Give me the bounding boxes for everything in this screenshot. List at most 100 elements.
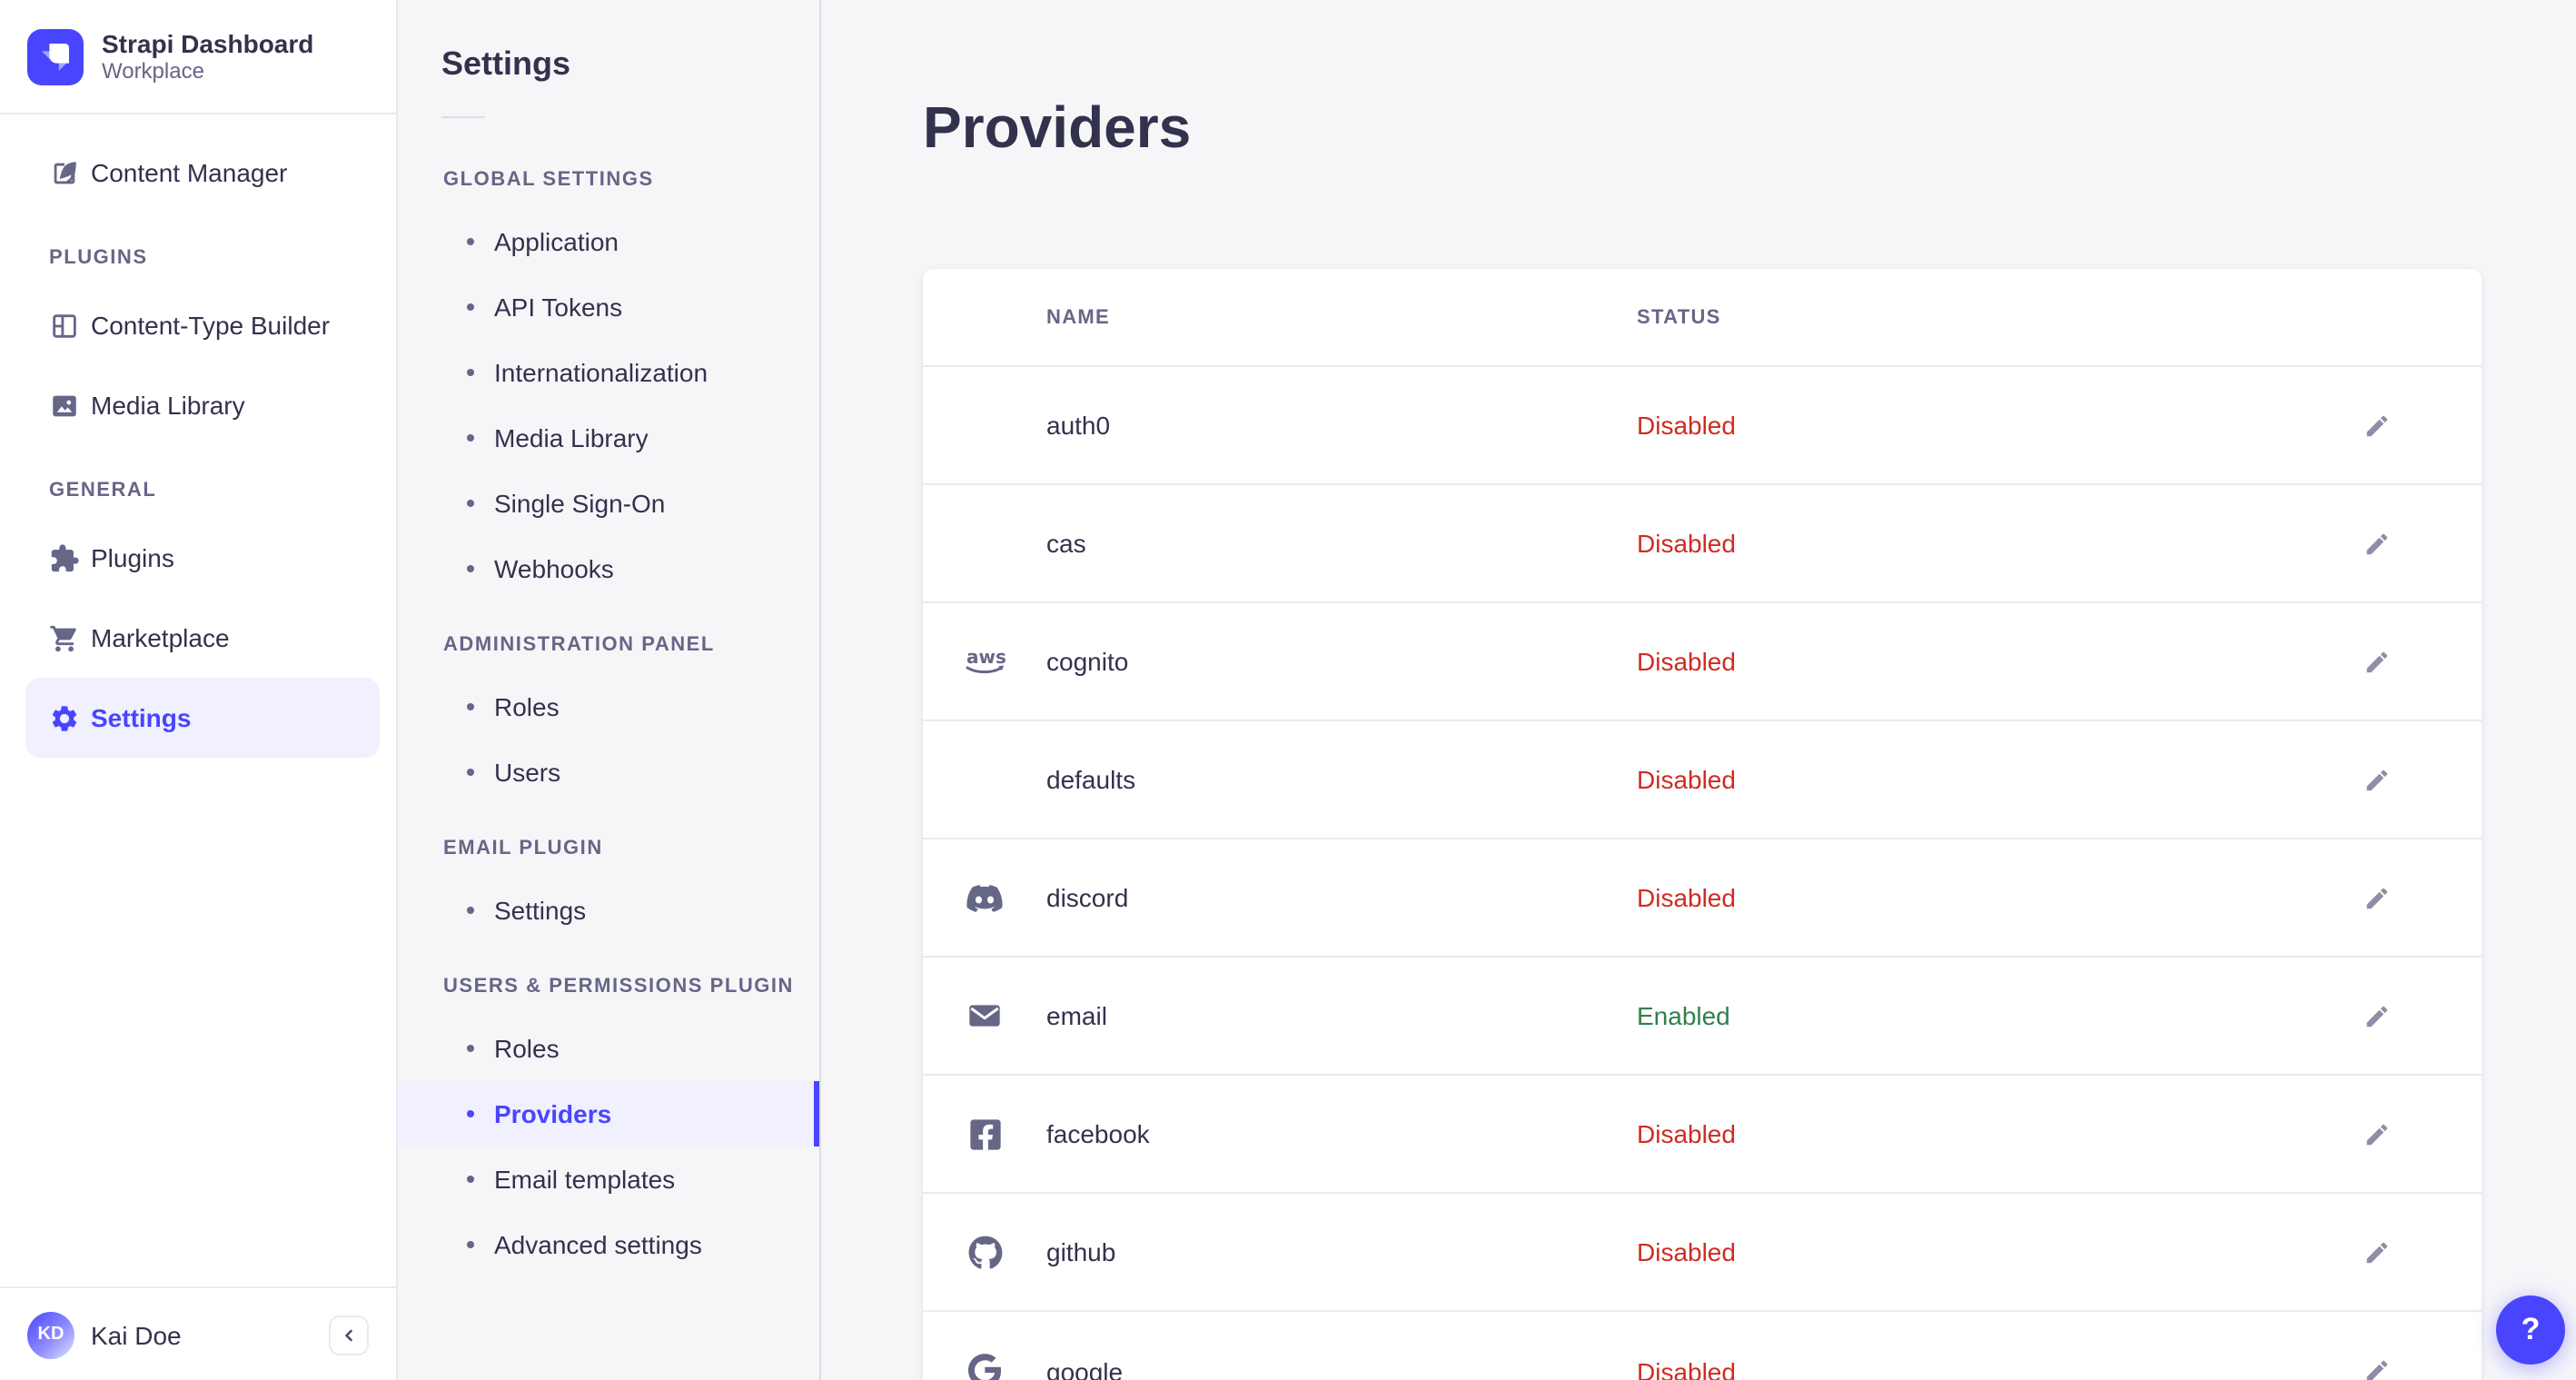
aws-icon: aws — [963, 648, 1006, 677]
bullet-icon — [467, 1110, 474, 1117]
pencil-icon — [2363, 885, 2390, 912]
subnav-item-label: Email templates — [494, 1165, 676, 1194]
bullet-icon — [467, 434, 474, 442]
workspace-name: Workplace — [102, 58, 204, 84]
pencil-icon — [2363, 412, 2390, 440]
sidebar-item-label: Plugins — [91, 543, 174, 572]
sidebar-item-content-manager[interactable]: Content Manager — [25, 133, 380, 213]
provider-row-cognito: aws cognito Disabled — [923, 604, 2482, 722]
pencil-icon — [2363, 1358, 2390, 1380]
puzzle-icon — [49, 542, 80, 573]
subnav-item-users[interactable]: Users — [398, 740, 819, 805]
edit-button[interactable] — [2347, 633, 2405, 691]
collapse-sidebar-button[interactable] — [329, 1315, 369, 1355]
edit-button[interactable] — [2347, 397, 2405, 455]
page-title: Providers — [923, 94, 1192, 161]
provider-name: google — [1046, 1356, 1124, 1380]
status-text: Disabled — [1637, 765, 1736, 795]
edit-button[interactable] — [2347, 1343, 2405, 1380]
edit-button[interactable] — [2347, 751, 2405, 809]
bullet-icon — [467, 1176, 474, 1183]
subnav-item-media-library[interactable]: Media Library — [398, 405, 819, 471]
bullet-icon — [467, 1045, 474, 1052]
bullet-icon — [467, 703, 474, 710]
table-header: NAME STATUS — [923, 270, 2482, 368]
edit-button[interactable] — [2347, 869, 2405, 928]
provider-row-defaults: defaults Disabled — [923, 722, 2482, 840]
status-text: Disabled — [1637, 1237, 1736, 1267]
provider-row-discord: discord Disabled — [923, 840, 2482, 958]
table-body: auth0 Disabled cas Disabled aws cognito Disabl… — [923, 368, 2482, 1380]
status-text: Disabled — [1637, 1356, 1736, 1380]
status-text: Disabled — [1637, 883, 1736, 913]
sidebar-item-settings[interactable]: Settings — [25, 678, 380, 758]
pencil-icon — [2363, 649, 2390, 676]
app-title: Strapi Dashboard — [102, 29, 314, 58]
status-text: Disabled — [1637, 411, 1736, 441]
subnav-item-label: Internationalization — [494, 358, 708, 387]
provider-name: email — [1046, 1001, 1107, 1031]
status-text: Disabled — [1637, 647, 1736, 677]
sidebar-item-plugins[interactable]: Plugins — [25, 518, 380, 598]
edit-button[interactable] — [2347, 1224, 2405, 1282]
subnav-item-advanced-settings[interactable]: Advanced settings — [398, 1212, 819, 1277]
edit-button[interactable] — [2347, 1106, 2405, 1164]
bullet-icon — [467, 1241, 474, 1248]
edit-button[interactable] — [2347, 988, 2405, 1046]
providers-table: NAME STATUS auth0 Disabled cas Disabled aws c… — [923, 269, 2482, 1380]
chevron-left-icon — [340, 1325, 358, 1344]
sidebar-item-label: Content-Type Builder — [91, 311, 331, 340]
subnav-item-application[interactable]: Application — [398, 209, 819, 274]
provider-row-cas: cas Disabled — [923, 486, 2482, 604]
provider-name: facebook — [1046, 1119, 1150, 1149]
subnav-item-label: Users — [494, 758, 561, 787]
sidebar-footer: KD Kai Doe — [0, 1286, 396, 1380]
main-sidebar: Strapi Dashboard Workplace Content Manag… — [0, 0, 398, 1380]
gear-icon — [49, 702, 80, 733]
status-text: Disabled — [1637, 529, 1736, 559]
provider-row-email: email Enabled — [923, 958, 2482, 1077]
pencil-icon — [2363, 1239, 2390, 1266]
content-type-builder-icon — [49, 310, 80, 341]
sidebar-section-label: GENERAL — [49, 480, 157, 501]
subnav-item-webhooks[interactable]: Webhooks — [398, 536, 819, 601]
provider-name: cognito — [1046, 647, 1129, 677]
github-icon — [967, 1236, 1002, 1270]
avatar[interactable]: KD — [27, 1311, 74, 1358]
provider-icon-cell — [966, 998, 1003, 1035]
email-icon — [966, 998, 1003, 1035]
subnav-item-providers[interactable]: Providers — [398, 1081, 819, 1147]
discord-icon — [965, 883, 1005, 914]
subnav-item-roles[interactable]: Roles — [398, 1016, 819, 1081]
subnav-divider — [441, 116, 485, 118]
subnav-item-label: Roles — [494, 692, 560, 721]
provider-row-auth0: auth0 Disabled — [923, 368, 2482, 486]
provider-icon-cell — [966, 1117, 1003, 1152]
subnav-item-roles[interactable]: Roles — [398, 674, 819, 740]
bullet-icon — [467, 303, 474, 311]
sidebar-item-content-type-builder[interactable]: Content-Type Builder — [25, 285, 380, 365]
user-name: Kai Doe — [91, 1320, 182, 1349]
provider-name: defaults — [1046, 765, 1136, 795]
subnav-item-label: Providers — [494, 1099, 612, 1128]
column-header-status: STATUS — [1637, 306, 1721, 329]
subnav-item-single-sign-on[interactable]: Single Sign-On — [398, 471, 819, 536]
subnav-item-settings[interactable]: Settings — [398, 878, 819, 943]
bullet-icon — [467, 238, 474, 245]
subnav-item-email-templates[interactable]: Email templates — [398, 1147, 819, 1212]
sidebar-item-marketplace[interactable]: Marketplace — [25, 598, 380, 678]
sidebar-item-label: Media Library — [91, 391, 245, 420]
main-content: Providers NAME STATUS auth0 Disabled cas Di… — [821, 0, 2576, 1380]
sidebar-item-media-library[interactable]: Media Library — [25, 365, 380, 445]
workspace-switcher[interactable]: Strapi Dashboard Workplace — [0, 0, 396, 114]
edit-button[interactable] — [2347, 515, 2405, 573]
subnav-item-internationalization[interactable]: Internationalization — [398, 340, 819, 405]
media-library-icon — [49, 390, 80, 421]
strapi-logo-icon — [27, 28, 84, 84]
provider-name: github — [1046, 1237, 1116, 1267]
help-button[interactable]: ? — [2496, 1296, 2565, 1365]
sidebar-section-label: PLUGINS — [49, 247, 148, 269]
subnav-section-label: USERS & PERMISSIONS PLUGIN — [443, 976, 794, 998]
pencil-icon — [2363, 767, 2390, 794]
subnav-item-api-tokens[interactable]: API Tokens — [398, 274, 819, 340]
